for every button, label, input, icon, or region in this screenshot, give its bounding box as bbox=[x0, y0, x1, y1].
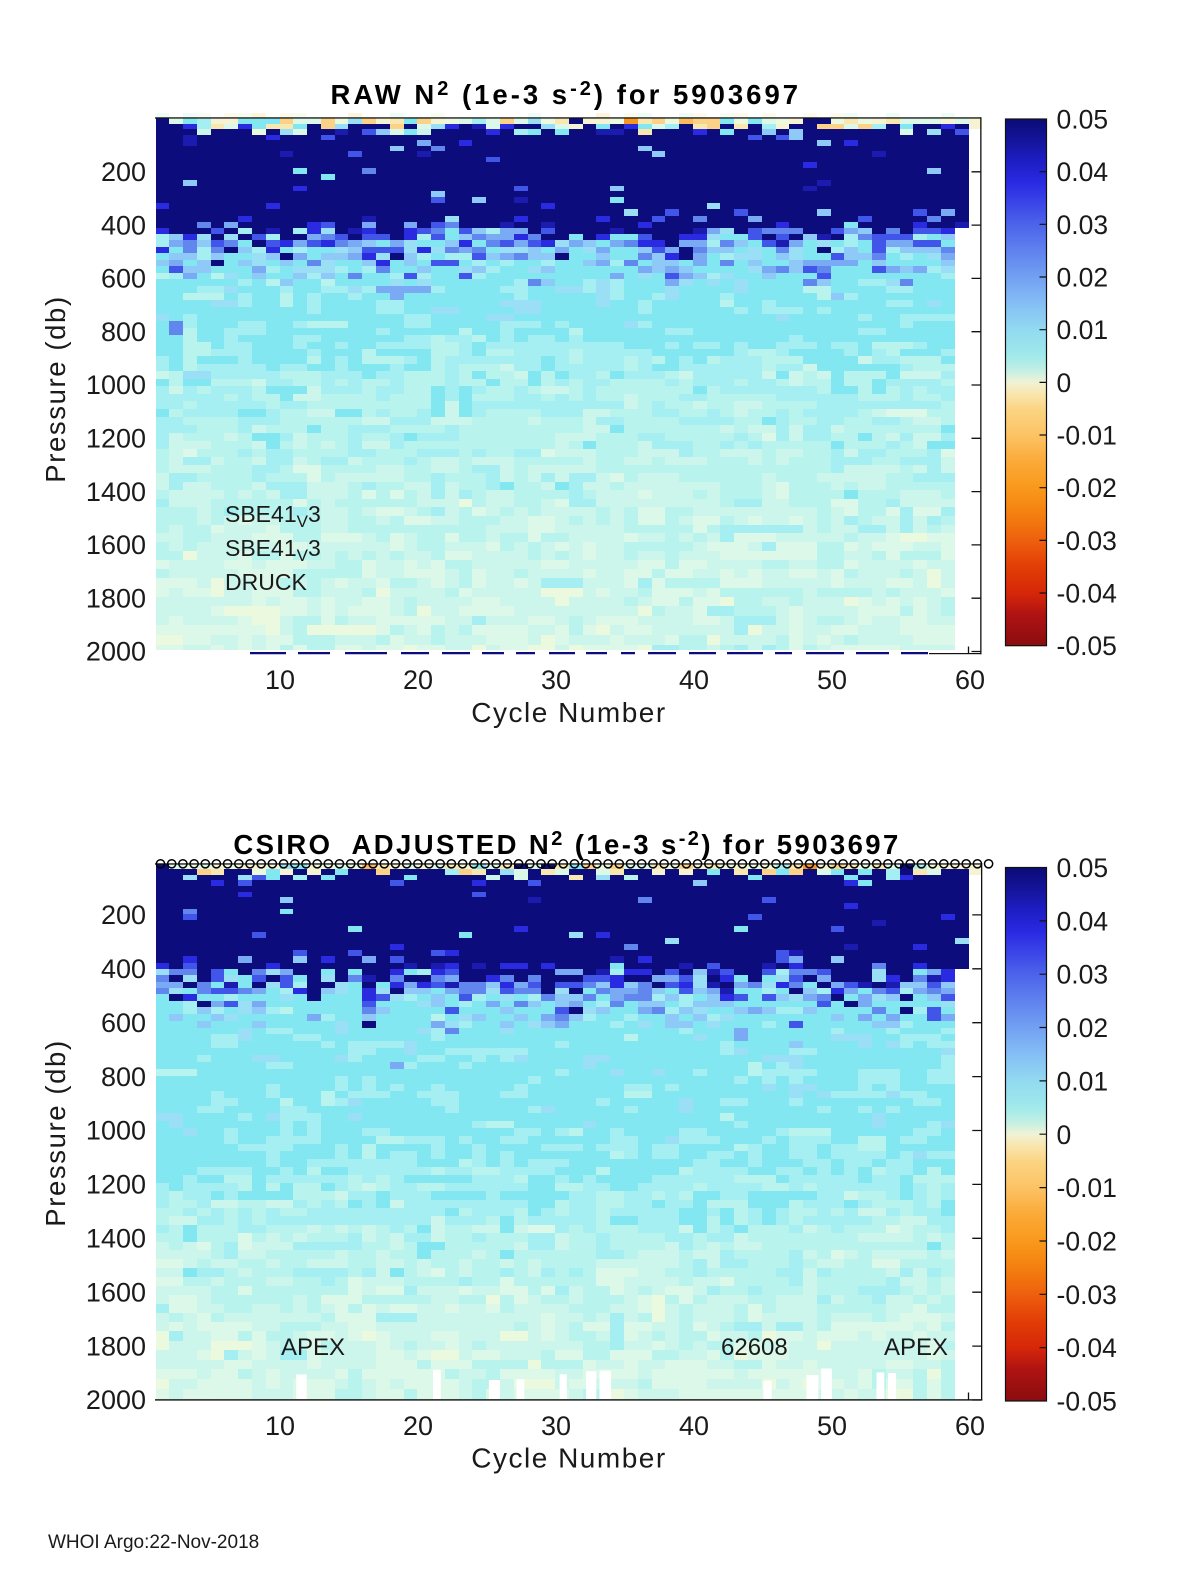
svg-text:1800: 1800 bbox=[86, 1331, 146, 1361]
svg-text:0.01: 0.01 bbox=[1057, 1066, 1109, 1096]
svg-text:Pressure (db): Pressure (db) bbox=[40, 295, 71, 482]
svg-text:1600: 1600 bbox=[86, 530, 146, 560]
svg-text:Cycle Number: Cycle Number bbox=[471, 1443, 666, 1474]
svg-text:10: 10 bbox=[265, 665, 295, 695]
svg-text:-0.01: -0.01 bbox=[1057, 421, 1117, 451]
svg-text:0.04: 0.04 bbox=[1057, 157, 1109, 187]
svg-text:60: 60 bbox=[955, 1411, 985, 1441]
svg-text:SBE41V3: SBE41V3 bbox=[225, 535, 321, 565]
svg-text:30: 30 bbox=[541, 665, 571, 695]
svg-text:0.05: 0.05 bbox=[1057, 105, 1109, 135]
svg-text:30: 30 bbox=[541, 1411, 571, 1441]
svg-text:0.02: 0.02 bbox=[1057, 263, 1109, 293]
svg-text:-0.02: -0.02 bbox=[1057, 473, 1117, 503]
svg-text:1000: 1000 bbox=[86, 370, 146, 400]
svg-text:1200: 1200 bbox=[86, 424, 146, 454]
svg-text:20: 20 bbox=[403, 1411, 433, 1441]
svg-text:DRUCK: DRUCK bbox=[225, 569, 307, 595]
svg-text:50: 50 bbox=[817, 665, 847, 695]
svg-text:0.04: 0.04 bbox=[1057, 906, 1109, 936]
svg-text:-0.03: -0.03 bbox=[1057, 1280, 1117, 1310]
svg-text:RAW N2 (1e-3 s-2) for 5903697: RAW N2 (1e-3 s-2) for 5903697 bbox=[331, 78, 802, 110]
svg-text:WHOI Argo:22-Nov-2018: WHOI Argo:22-Nov-2018 bbox=[48, 1532, 259, 1553]
svg-text:0: 0 bbox=[1057, 1120, 1072, 1150]
svg-text:600: 600 bbox=[101, 264, 146, 294]
svg-text:1600: 1600 bbox=[86, 1277, 146, 1307]
svg-text:-0.03: -0.03 bbox=[1057, 526, 1117, 556]
svg-text:1400: 1400 bbox=[86, 1224, 146, 1254]
svg-text:1400: 1400 bbox=[86, 477, 146, 507]
svg-text:1000: 1000 bbox=[86, 1116, 146, 1146]
svg-text:2000: 2000 bbox=[86, 637, 146, 667]
svg-text:400: 400 bbox=[101, 210, 146, 240]
svg-text:10: 10 bbox=[265, 1411, 295, 1441]
svg-text:1200: 1200 bbox=[86, 1170, 146, 1200]
svg-text:62608: 62608 bbox=[721, 1334, 788, 1361]
svg-text:40: 40 bbox=[679, 665, 709, 695]
svg-text:200: 200 bbox=[101, 157, 146, 187]
svg-text:0.03: 0.03 bbox=[1057, 210, 1109, 240]
svg-text:Pressure (db): Pressure (db) bbox=[40, 1039, 71, 1226]
svg-text:0.05: 0.05 bbox=[1057, 853, 1109, 883]
svg-text:0: 0 bbox=[1057, 368, 1072, 398]
svg-text:2000: 2000 bbox=[86, 1385, 146, 1415]
svg-text:APEX: APEX bbox=[281, 1334, 345, 1361]
svg-text:600: 600 bbox=[101, 1008, 146, 1038]
svg-text:0.03: 0.03 bbox=[1057, 960, 1109, 990]
svg-text:Cycle Number: Cycle Number bbox=[471, 697, 666, 728]
svg-text:400: 400 bbox=[101, 954, 146, 984]
svg-text:20: 20 bbox=[403, 665, 433, 695]
svg-text:800: 800 bbox=[101, 317, 146, 347]
svg-text:-0.05: -0.05 bbox=[1057, 631, 1117, 661]
svg-text:0.01: 0.01 bbox=[1057, 315, 1109, 345]
svg-text:200: 200 bbox=[101, 900, 146, 930]
svg-text:1800: 1800 bbox=[86, 583, 146, 613]
svg-text:60: 60 bbox=[955, 665, 985, 695]
svg-text:40: 40 bbox=[679, 1411, 709, 1441]
svg-text:-0.02: -0.02 bbox=[1057, 1227, 1117, 1257]
svg-text:50: 50 bbox=[817, 1411, 847, 1441]
svg-text:CSIRO ADJUSTED N2 (1e-3 s-2): CSIRO ADJUSTED N2 (1e-3 s-2) for 5903697 bbox=[233, 828, 900, 860]
svg-text:0.02: 0.02 bbox=[1057, 1013, 1109, 1043]
svg-text:800: 800 bbox=[101, 1062, 146, 1092]
svg-text:-0.04: -0.04 bbox=[1057, 1333, 1117, 1363]
svg-text:-0.04: -0.04 bbox=[1057, 579, 1117, 609]
svg-text:-0.01: -0.01 bbox=[1057, 1173, 1117, 1203]
svg-text:-0.05: -0.05 bbox=[1057, 1387, 1117, 1417]
svg-text:APEX: APEX bbox=[884, 1334, 948, 1361]
